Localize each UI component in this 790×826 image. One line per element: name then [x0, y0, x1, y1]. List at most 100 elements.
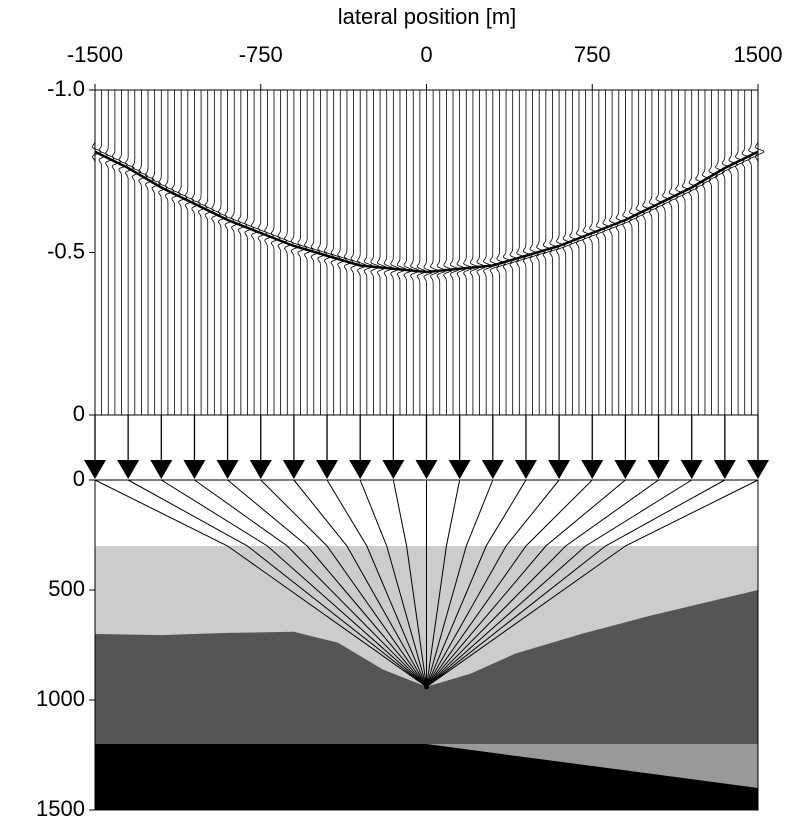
- arrow-head: [647, 460, 670, 479]
- trace: [343, 90, 354, 415]
- trace: [144, 90, 155, 415]
- arrow-head: [415, 460, 438, 479]
- ray: [359, 479, 427, 687]
- trace: [728, 90, 738, 415]
- trace: [516, 90, 526, 415]
- y-tick-label: 1000: [36, 686, 85, 711]
- arrow-head: [680, 460, 703, 479]
- trace: [403, 90, 414, 415]
- layer: [95, 744, 758, 810]
- ray: [426, 479, 726, 688]
- x-tick-label: -750: [239, 42, 283, 67]
- y-tick-label: 1500: [36, 796, 85, 821]
- y-tick-label: 500: [48, 576, 85, 601]
- arrow-head: [183, 460, 206, 479]
- arrow-head: [713, 460, 736, 479]
- trace: [396, 90, 407, 415]
- trace: [735, 90, 745, 415]
- trace: [449, 90, 460, 415]
- trace: [390, 90, 400, 415]
- x-axis-label: lateral position [m]: [338, 4, 517, 29]
- trace: [284, 90, 294, 415]
- x-tick-label: -1500: [67, 42, 123, 67]
- ray: [426, 479, 527, 687]
- trace: [171, 90, 182, 415]
- arrow-head: [382, 460, 405, 479]
- trace: [622, 90, 632, 415]
- trace: [503, 90, 513, 415]
- ray: [426, 479, 759, 688]
- trace: [575, 90, 586, 415]
- arrow-head: [614, 460, 637, 479]
- arrow-head: [481, 460, 504, 479]
- trace: [754, 90, 765, 415]
- trace: [701, 90, 712, 415]
- trace: [443, 90, 453, 415]
- trace: [569, 90, 579, 415]
- ray: [426, 479, 560, 688]
- arrow-head: [216, 460, 239, 479]
- trace: [655, 90, 666, 415]
- trace: [741, 90, 752, 415]
- trace: [628, 90, 639, 415]
- ray: [426, 479, 659, 688]
- ray: [426, 479, 593, 688]
- trace: [615, 90, 626, 415]
- trace: [595, 90, 606, 415]
- event: [94, 150, 759, 274]
- ray: [326, 479, 427, 687]
- ray: [426, 479, 692, 688]
- trace: [609, 90, 619, 415]
- trace: [456, 90, 467, 415]
- trace: [231, 90, 241, 415]
- ray: [194, 479, 427, 688]
- model-frame: [94, 479, 759, 811]
- trace: [244, 90, 255, 415]
- ray: [426, 479, 626, 688]
- trace: [476, 90, 487, 415]
- trace: [536, 90, 546, 415]
- trace: [164, 90, 175, 415]
- trace: [748, 90, 758, 415]
- ray: [94, 479, 427, 688]
- y-tick-label: -0.5: [47, 238, 85, 263]
- trace: [191, 90, 201, 415]
- trace: [290, 90, 301, 415]
- source: [424, 684, 429, 690]
- trace: [184, 90, 194, 415]
- trace: [542, 90, 553, 415]
- trace: [648, 90, 659, 415]
- ray: [392, 479, 427, 687]
- trace: [297, 90, 308, 415]
- trace: [489, 90, 499, 415]
- trace: [383, 90, 394, 415]
- trace: [125, 90, 135, 415]
- trace: [357, 90, 367, 415]
- trace: [642, 90, 652, 415]
- ray: [426, 479, 494, 687]
- y-tick-label: -1.0: [47, 76, 85, 101]
- trace: [469, 90, 480, 415]
- trace: [105, 90, 115, 415]
- trace: [270, 90, 281, 415]
- trace: [363, 90, 374, 415]
- trace: [257, 90, 268, 415]
- trace: [483, 90, 493, 415]
- arrow-head: [548, 460, 571, 479]
- trace: [675, 90, 686, 415]
- ray: [127, 479, 427, 688]
- arrow-head: [316, 460, 339, 479]
- trace: [423, 90, 434, 415]
- trace: [582, 90, 592, 415]
- trace: [264, 90, 274, 415]
- trace: [681, 90, 692, 415]
- trace: [708, 90, 719, 415]
- trace: [151, 90, 161, 415]
- trace: [635, 90, 645, 415]
- x-tick-label: 750: [574, 42, 611, 67]
- y-tick-label: 0: [73, 466, 85, 491]
- arrow-head: [150, 460, 173, 479]
- trace: [377, 90, 387, 415]
- trace: [224, 90, 235, 415]
- trace: [695, 90, 705, 415]
